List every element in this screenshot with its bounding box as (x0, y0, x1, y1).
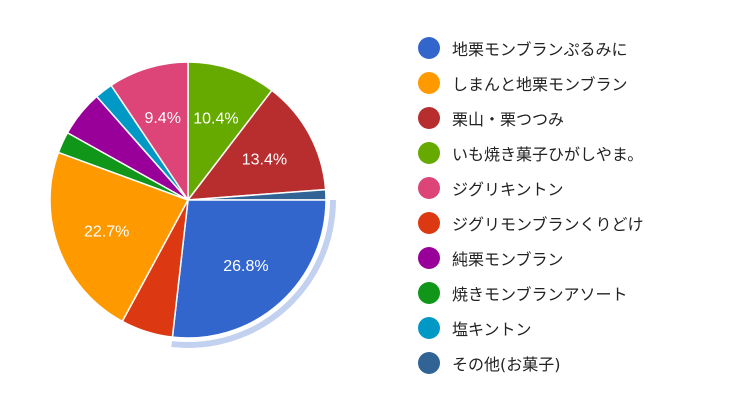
legend-item[interactable]: 純栗モンブラン (418, 240, 644, 275)
legend-label: しまんと地栗モンブラン (452, 74, 628, 94)
pie-slice[interactable] (186, 89, 327, 201)
legend-label: いも焼き菓子ひがしやま。 (452, 144, 644, 164)
legend-item[interactable]: 塩キントン (418, 310, 644, 345)
legend-item[interactable]: 栗山・栗つつみ (418, 100, 644, 135)
legend-label: その他(お菓子) (452, 354, 561, 374)
legend-item[interactable]: その他(お菓子) (418, 345, 644, 380)
legend-label: 栗山・栗つつみ (452, 109, 565, 129)
legend-swatch-icon (418, 316, 440, 339)
legend-item[interactable]: いも焼き菓子ひがしやま。 (418, 135, 644, 170)
legend-item[interactable]: しまんと地栗モンブラン (418, 65, 644, 100)
legend-swatch-icon (418, 281, 440, 304)
legend-swatch-icon (418, 36, 440, 59)
legend-item[interactable]: 焼きモンブランアソート (418, 275, 644, 310)
pie-slice[interactable] (187, 61, 273, 203)
pie-slice[interactable] (49, 151, 190, 323)
legend-item[interactable]: ジグリキントン (418, 170, 644, 205)
pie-slice[interactable] (171, 199, 327, 339)
slice-data-label: 26.8% (223, 258, 268, 275)
legend-swatch-icon (418, 106, 440, 129)
legend-label: ジグリキントン (452, 179, 564, 199)
legend-item[interactable]: ジグリモンブランくりどけ (418, 205, 644, 240)
legend-swatch-icon (418, 246, 440, 269)
legend-label: 純栗モンブラン (452, 249, 564, 269)
legend-label: 焼きモンブランアソート (452, 284, 628, 304)
pie-slice[interactable] (110, 61, 189, 203)
legend-label: 塩キントン (452, 319, 532, 339)
legend-swatch-icon (418, 176, 440, 199)
legend-label: ジグリモンブランくりどけ (452, 214, 644, 234)
legend-swatch-icon (418, 71, 440, 94)
slice-data-label: 22.7% (84, 224, 129, 241)
legend: 地栗モンブランぷるみに しまんと地栗モンブラン 栗山・栗つつみいも焼き菓子ひがしやま… (418, 30, 644, 380)
legend-item[interactable]: 地栗モンブランぷるみに (418, 30, 644, 65)
slice-data-label: 9.4% (144, 110, 180, 127)
legend-swatch-icon (418, 351, 440, 374)
slice-data-label: 10.4% (193, 111, 238, 128)
legend-swatch-icon (418, 211, 440, 234)
legend-swatch-icon (418, 141, 440, 164)
legend-label: 地栗モンブランぷるみに (452, 39, 628, 59)
slice-data-label: 13.4% (242, 152, 287, 169)
